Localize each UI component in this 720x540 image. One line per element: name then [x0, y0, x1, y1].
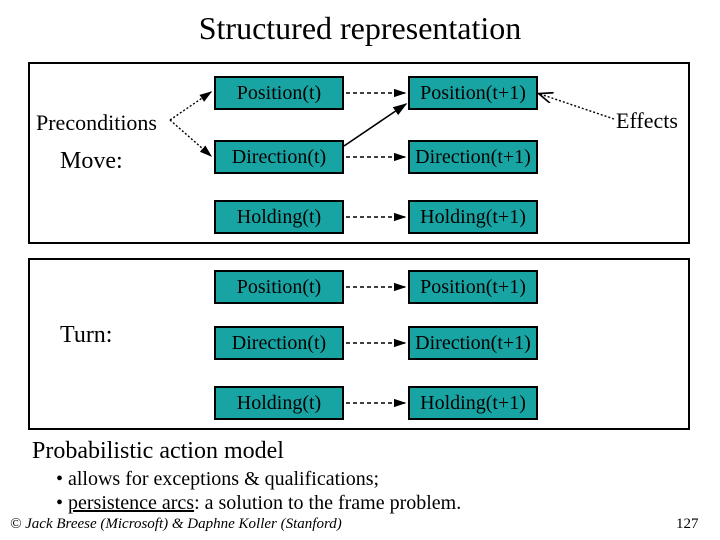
- bullet-persistence: • persistence arcs: a solution to the fr…: [56, 492, 461, 515]
- bullet-exceptions: • allows for exceptions & qualifications…: [56, 468, 379, 491]
- node-holding-t1-turn: Holding(t+1): [408, 386, 538, 420]
- node-direction-t1-move: Direction(t+1): [408, 140, 538, 174]
- node-position-t-move: Position(t): [214, 76, 344, 110]
- panel-move: [28, 62, 690, 244]
- footer-pagenum: 127: [676, 516, 699, 533]
- slide-root: Structured representation Preconditions …: [0, 0, 720, 540]
- label-preconditions: Preconditions: [36, 110, 157, 136]
- node-direction-t1-turn: Direction(t+1): [408, 326, 538, 360]
- bullet-persistence-term: persistence arcs: [68, 492, 194, 514]
- bullet-persistence-prefix: •: [56, 492, 68, 514]
- label-move: Move:: [60, 148, 123, 175]
- node-position-t1-move: Position(t+1): [408, 76, 538, 110]
- footer-copyright: © Jack Breese (Microsoft) & Daphne Kolle…: [10, 516, 342, 533]
- node-direction-t-move: Direction(t): [214, 140, 344, 174]
- label-effects: Effects: [616, 108, 678, 134]
- text-probabilistic-action-model: Probabilistic action model: [32, 438, 284, 465]
- node-direction-t-turn: Direction(t): [214, 326, 344, 360]
- node-holding-t-turn: Holding(t): [214, 386, 344, 420]
- panel-turn: [28, 258, 690, 430]
- slide-title: Structured representation: [0, 10, 720, 47]
- node-position-t1-turn: Position(t+1): [408, 270, 538, 304]
- node-position-t-turn: Position(t): [214, 270, 344, 304]
- node-holding-t-move: Holding(t): [214, 200, 344, 234]
- node-holding-t1-move: Holding(t+1): [408, 200, 538, 234]
- bullet-persistence-suffix: : a solution to the frame problem.: [194, 492, 461, 514]
- label-turn: Turn:: [60, 322, 112, 349]
